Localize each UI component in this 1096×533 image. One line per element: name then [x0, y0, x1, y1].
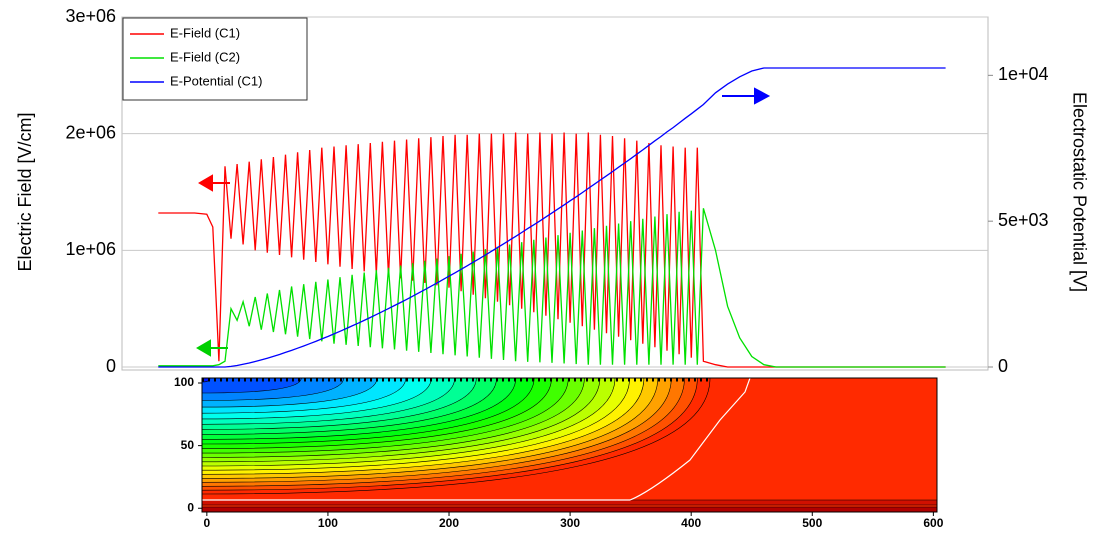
- y-tick-label: 0: [106, 356, 116, 376]
- arrow-right-blue: [722, 87, 771, 105]
- y2-tick-label: 0: [998, 356, 1008, 376]
- legend-label: E-Field (C2): [170, 49, 240, 64]
- x-tick-label: 500: [802, 516, 822, 530]
- bottom-layer: [201, 499, 938, 506]
- legend-label: E-Potential (C1): [170, 73, 262, 88]
- x-tick-label: 200: [439, 516, 459, 530]
- legend-box: [122, 17, 308, 101]
- x-tick-label: 100: [318, 516, 338, 530]
- bottom-layer: [201, 506, 938, 513]
- y-tick-label: 1e+06: [65, 239, 116, 259]
- series-line: [158, 67, 946, 368]
- y-axis-label: Electric Field [V/cm]: [15, 112, 35, 271]
- series-line: [158, 208, 946, 368]
- depletion-edge: [202, 377, 751, 501]
- contour-band: [201, 377, 302, 394]
- x-tick-label: 600: [923, 516, 943, 530]
- y-tick-label: 0: [187, 500, 194, 514]
- y2-axis-label: Electrostatic Potential [V]: [1069, 92, 1089, 292]
- x-tick-label: 400: [681, 516, 701, 530]
- plot-layer: 0 1e+06 2e+06 3e+06 0 5e+03 1e+04 Electric Fiel…: [15, 6, 1090, 530]
- x-tick-label: 0: [203, 516, 210, 530]
- legend: E-Field (C1) E-Field (C2) E-Potential (C1): [122, 17, 308, 101]
- contour-plot: [201, 377, 938, 513]
- y2-tick-label: 5e+03: [998, 210, 1049, 230]
- x-tick-label: 300: [560, 516, 580, 530]
- y-tick-label: 50: [181, 438, 195, 452]
- legend-label: E-Field (C1): [170, 25, 240, 40]
- arrow-left-red: [198, 174, 230, 192]
- y-tick-label: 100: [174, 375, 194, 389]
- y2-tick-label: 1e+04: [998, 64, 1049, 84]
- arrow-left-green: [196, 339, 228, 357]
- series-line: [158, 132, 946, 368]
- y-tick-label: 2e+06: [65, 122, 116, 142]
- y-tick-label: 3e+06: [65, 6, 116, 26]
- contour-frame: [201, 377, 938, 513]
